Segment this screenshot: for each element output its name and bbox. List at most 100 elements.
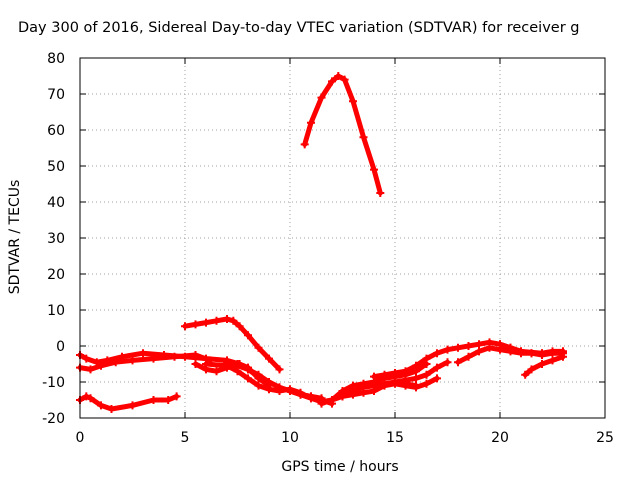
- data-point: [254, 381, 263, 390]
- data-point: [401, 367, 410, 376]
- data-point: [223, 358, 231, 367]
- data-point: [202, 318, 210, 327]
- data-point: [359, 133, 368, 142]
- data-point: [191, 351, 200, 359]
- x-tick-label: 20: [491, 430, 509, 446]
- data-point: [265, 385, 273, 394]
- data-point: [521, 370, 530, 379]
- data-point: [496, 340, 504, 349]
- data-series: [391, 358, 452, 386]
- data-point: [307, 118, 315, 127]
- data-point: [370, 387, 378, 395]
- data-point: [412, 374, 420, 383]
- data-point: [454, 358, 462, 367]
- data-point: [244, 374, 252, 383]
- data-point: [422, 379, 431, 388]
- x-tick-label: 25: [596, 430, 614, 446]
- data-point: [433, 349, 441, 358]
- data-point: [86, 365, 95, 374]
- y-tick-label: 40: [47, 195, 65, 211]
- x-tick-label: 0: [76, 430, 85, 446]
- data-point: [254, 343, 263, 352]
- data-point: [97, 361, 105, 370]
- data-point: [506, 343, 515, 352]
- data-point: [328, 77, 336, 86]
- data-point: [475, 347, 483, 356]
- y-tick-label: 20: [47, 267, 65, 283]
- data-point: [340, 75, 349, 84]
- data-point: [443, 345, 452, 354]
- data-point: [328, 396, 336, 404]
- data-point: [391, 369, 399, 377]
- data-point: [128, 356, 137, 365]
- data-point: [164, 396, 173, 404]
- data-point: [349, 97, 357, 106]
- data-point: [359, 388, 368, 397]
- data-point: [412, 383, 420, 392]
- data-point: [111, 358, 120, 367]
- data-point: [559, 352, 567, 361]
- data-point: [254, 372, 263, 381]
- data-point: [412, 361, 420, 370]
- data-point: [548, 356, 557, 365]
- data-point: [307, 394, 315, 403]
- data-point: [433, 374, 441, 383]
- data-point: [300, 140, 309, 149]
- data-point: [517, 347, 525, 356]
- data-point: [275, 383, 284, 392]
- data-point: [334, 72, 343, 80]
- x-tick-labels: 0 5 10 15 20 25: [76, 430, 614, 446]
- y-tick-label: -20: [42, 411, 65, 427]
- data-point: [265, 354, 273, 363]
- y-tick-label: 80: [47, 51, 65, 67]
- data-point: [443, 358, 452, 367]
- data-point: [128, 401, 137, 410]
- data-point: [139, 349, 147, 358]
- data-point: [454, 343, 462, 352]
- data-point: [422, 354, 431, 363]
- data-point: [422, 370, 431, 379]
- data-point: [170, 352, 179, 361]
- data-point: [538, 360, 546, 368]
- data-point: [86, 394, 95, 403]
- data-point: [370, 165, 378, 174]
- data-point: [527, 365, 536, 374]
- data-point: [380, 370, 389, 379]
- series-trace: [302, 73, 383, 196]
- y-tick-label: 70: [47, 87, 65, 103]
- data-point: [244, 331, 252, 340]
- data-point: [82, 354, 91, 363]
- data-point: [191, 360, 200, 368]
- data-point: [538, 349, 546, 358]
- data-point: [349, 390, 357, 399]
- data-point: [286, 387, 294, 395]
- data-point: [149, 354, 158, 363]
- data-point: [485, 343, 494, 352]
- data-series: [300, 72, 385, 197]
- data-point: [233, 360, 242, 368]
- chart-title: Day 300 of 2016, Sidereal Day-to-day VTE…: [18, 20, 579, 36]
- data-point: [376, 189, 385, 197]
- data-point: [181, 322, 189, 331]
- data-series: [521, 352, 567, 379]
- y-tick-labels: -20 -10 0 10 20 30 40 50 60 70 80: [42, 51, 65, 427]
- data-point: [275, 365, 284, 374]
- data-point: [191, 320, 200, 329]
- data-series: [76, 392, 181, 413]
- data-point: [464, 342, 473, 350]
- y-tick-label: -10: [42, 375, 65, 391]
- y-tick-label: 30: [47, 231, 65, 247]
- y-tick-label: 60: [47, 123, 65, 139]
- data-layer: [76, 72, 567, 413]
- x-tick-label: 15: [386, 430, 404, 446]
- data-series: [76, 351, 215, 374]
- data-point: [233, 367, 242, 376]
- data-point: [401, 376, 410, 385]
- data-point: [475, 340, 483, 349]
- data-point: [527, 349, 536, 358]
- data-point: [338, 392, 347, 401]
- data-point: [391, 378, 399, 386]
- y-tick-label: 10: [47, 303, 65, 319]
- y-tick-label: 50: [47, 159, 65, 175]
